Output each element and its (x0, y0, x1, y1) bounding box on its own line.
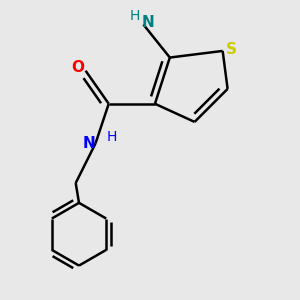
Text: N: N (142, 15, 155, 30)
Text: H: H (130, 9, 140, 23)
Text: N: N (82, 136, 95, 151)
Text: O: O (71, 60, 84, 75)
Text: H: H (106, 130, 116, 144)
Text: S: S (225, 42, 236, 57)
